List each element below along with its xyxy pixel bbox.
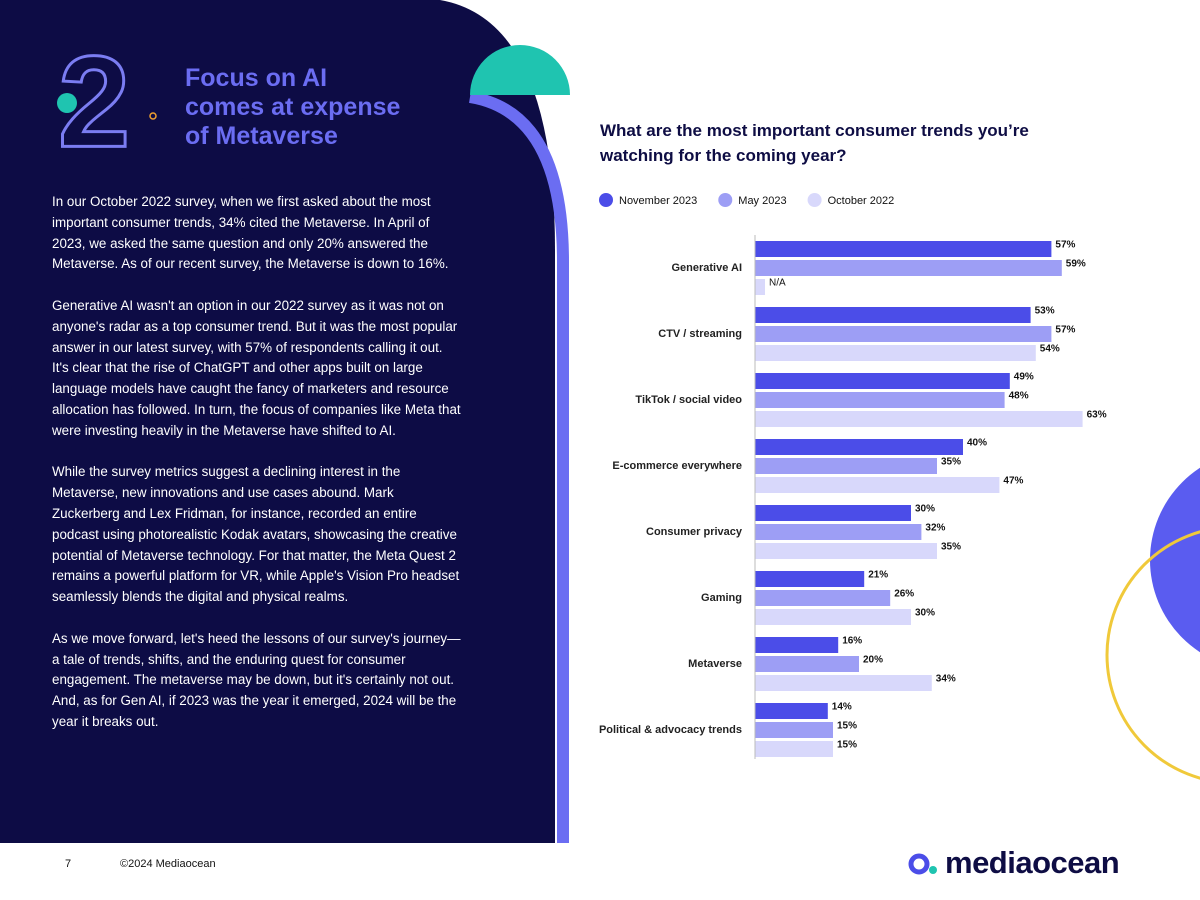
category-label: E-commerce everywhere (612, 460, 742, 472)
chart-title: What are the most important consumer tre… (600, 121, 1029, 165)
category-label: Metaverse (688, 658, 742, 670)
bar (755, 656, 859, 672)
na-stub (755, 279, 765, 295)
paragraph: While the survey metrics suggest a decli… (52, 464, 460, 605)
bar (755, 439, 963, 455)
paragraph: As we move forward, let's heed the lesso… (52, 630, 461, 729)
legend-label: November 2023 (619, 195, 697, 207)
bar (755, 590, 891, 606)
legend-label: October 2022 (828, 195, 895, 207)
legend-label: May 2023 (738, 195, 786, 207)
heading-line: comes at expense (185, 93, 401, 121)
category-label: Consumer privacy (646, 526, 743, 538)
legend-swatch (807, 193, 822, 207)
value-label: N/A (769, 278, 786, 289)
legend-swatch (718, 193, 733, 207)
value-label: 16% (842, 636, 862, 647)
value-label: 15% (837, 721, 857, 732)
value-label: 47% (1003, 476, 1023, 487)
value-label: 26% (894, 589, 914, 600)
value-label: 14% (832, 702, 852, 713)
bar (755, 609, 911, 625)
value-label: 57% (1055, 240, 1075, 251)
legend-swatch (599, 193, 613, 207)
value-label: 57% (1055, 325, 1075, 336)
page-number: 7 (65, 858, 72, 870)
value-label: 63% (1087, 410, 1107, 421)
bar (755, 411, 1083, 427)
bar (755, 722, 833, 738)
bar (755, 741, 833, 757)
value-label: 49% (1014, 372, 1034, 383)
number-dot (57, 93, 77, 113)
bar (755, 458, 937, 474)
value-label: 21% (868, 570, 888, 581)
value-label: 30% (915, 504, 935, 515)
value-label: 35% (941, 457, 961, 468)
bar (755, 637, 839, 653)
value-label: 54% (1040, 344, 1060, 355)
value-label: 20% (863, 655, 883, 666)
category-label: CTV / streaming (658, 328, 742, 340)
bar (755, 241, 1052, 257)
category-label: Gaming (701, 592, 742, 604)
logo: mediaocean (945, 845, 1120, 880)
value-label: 35% (941, 542, 961, 553)
bar (755, 260, 1062, 276)
value-label: 30% (915, 608, 935, 619)
paragraph: In our October 2022 survey, when we firs… (52, 194, 449, 272)
category-label: Political & advocacy trends (599, 724, 742, 736)
bar (755, 345, 1036, 361)
bar (755, 477, 1000, 493)
value-label: 40% (967, 438, 987, 449)
bar (755, 703, 828, 719)
bar (755, 392, 1005, 408)
value-label: 32% (925, 523, 945, 534)
value-label: 53% (1035, 306, 1055, 317)
value-label: 15% (837, 740, 857, 751)
left-panel (0, 0, 555, 843)
bar (755, 675, 932, 691)
heading-line: of Metaverse (185, 122, 338, 150)
panel-arc (468, 91, 569, 843)
bar (755, 307, 1031, 323)
category-label: Generative AI (671, 262, 742, 274)
bar (755, 373, 1010, 389)
value-label: 48% (1009, 391, 1029, 402)
blue-circle (1150, 467, 1200, 653)
category-label: TikTok / social video (635, 394, 742, 406)
heading-line: Focus on AI (185, 64, 328, 92)
bar (755, 543, 937, 559)
paragraph: Generative AI wasn't an option in our 20… (52, 297, 461, 438)
yellow-ring (1105, 530, 1200, 780)
body-text: In our October 2022 survey, when we firs… (52, 192, 462, 754)
value-label: 59% (1066, 259, 1086, 270)
bar (755, 571, 865, 587)
teal-half-circle (470, 45, 570, 95)
bar (755, 505, 911, 521)
copyright: ©2024 Mediaocean (120, 858, 216, 870)
number-dot-small (149, 112, 157, 120)
bar (755, 326, 1052, 342)
value-label: 34% (936, 674, 956, 685)
bar (755, 524, 922, 540)
